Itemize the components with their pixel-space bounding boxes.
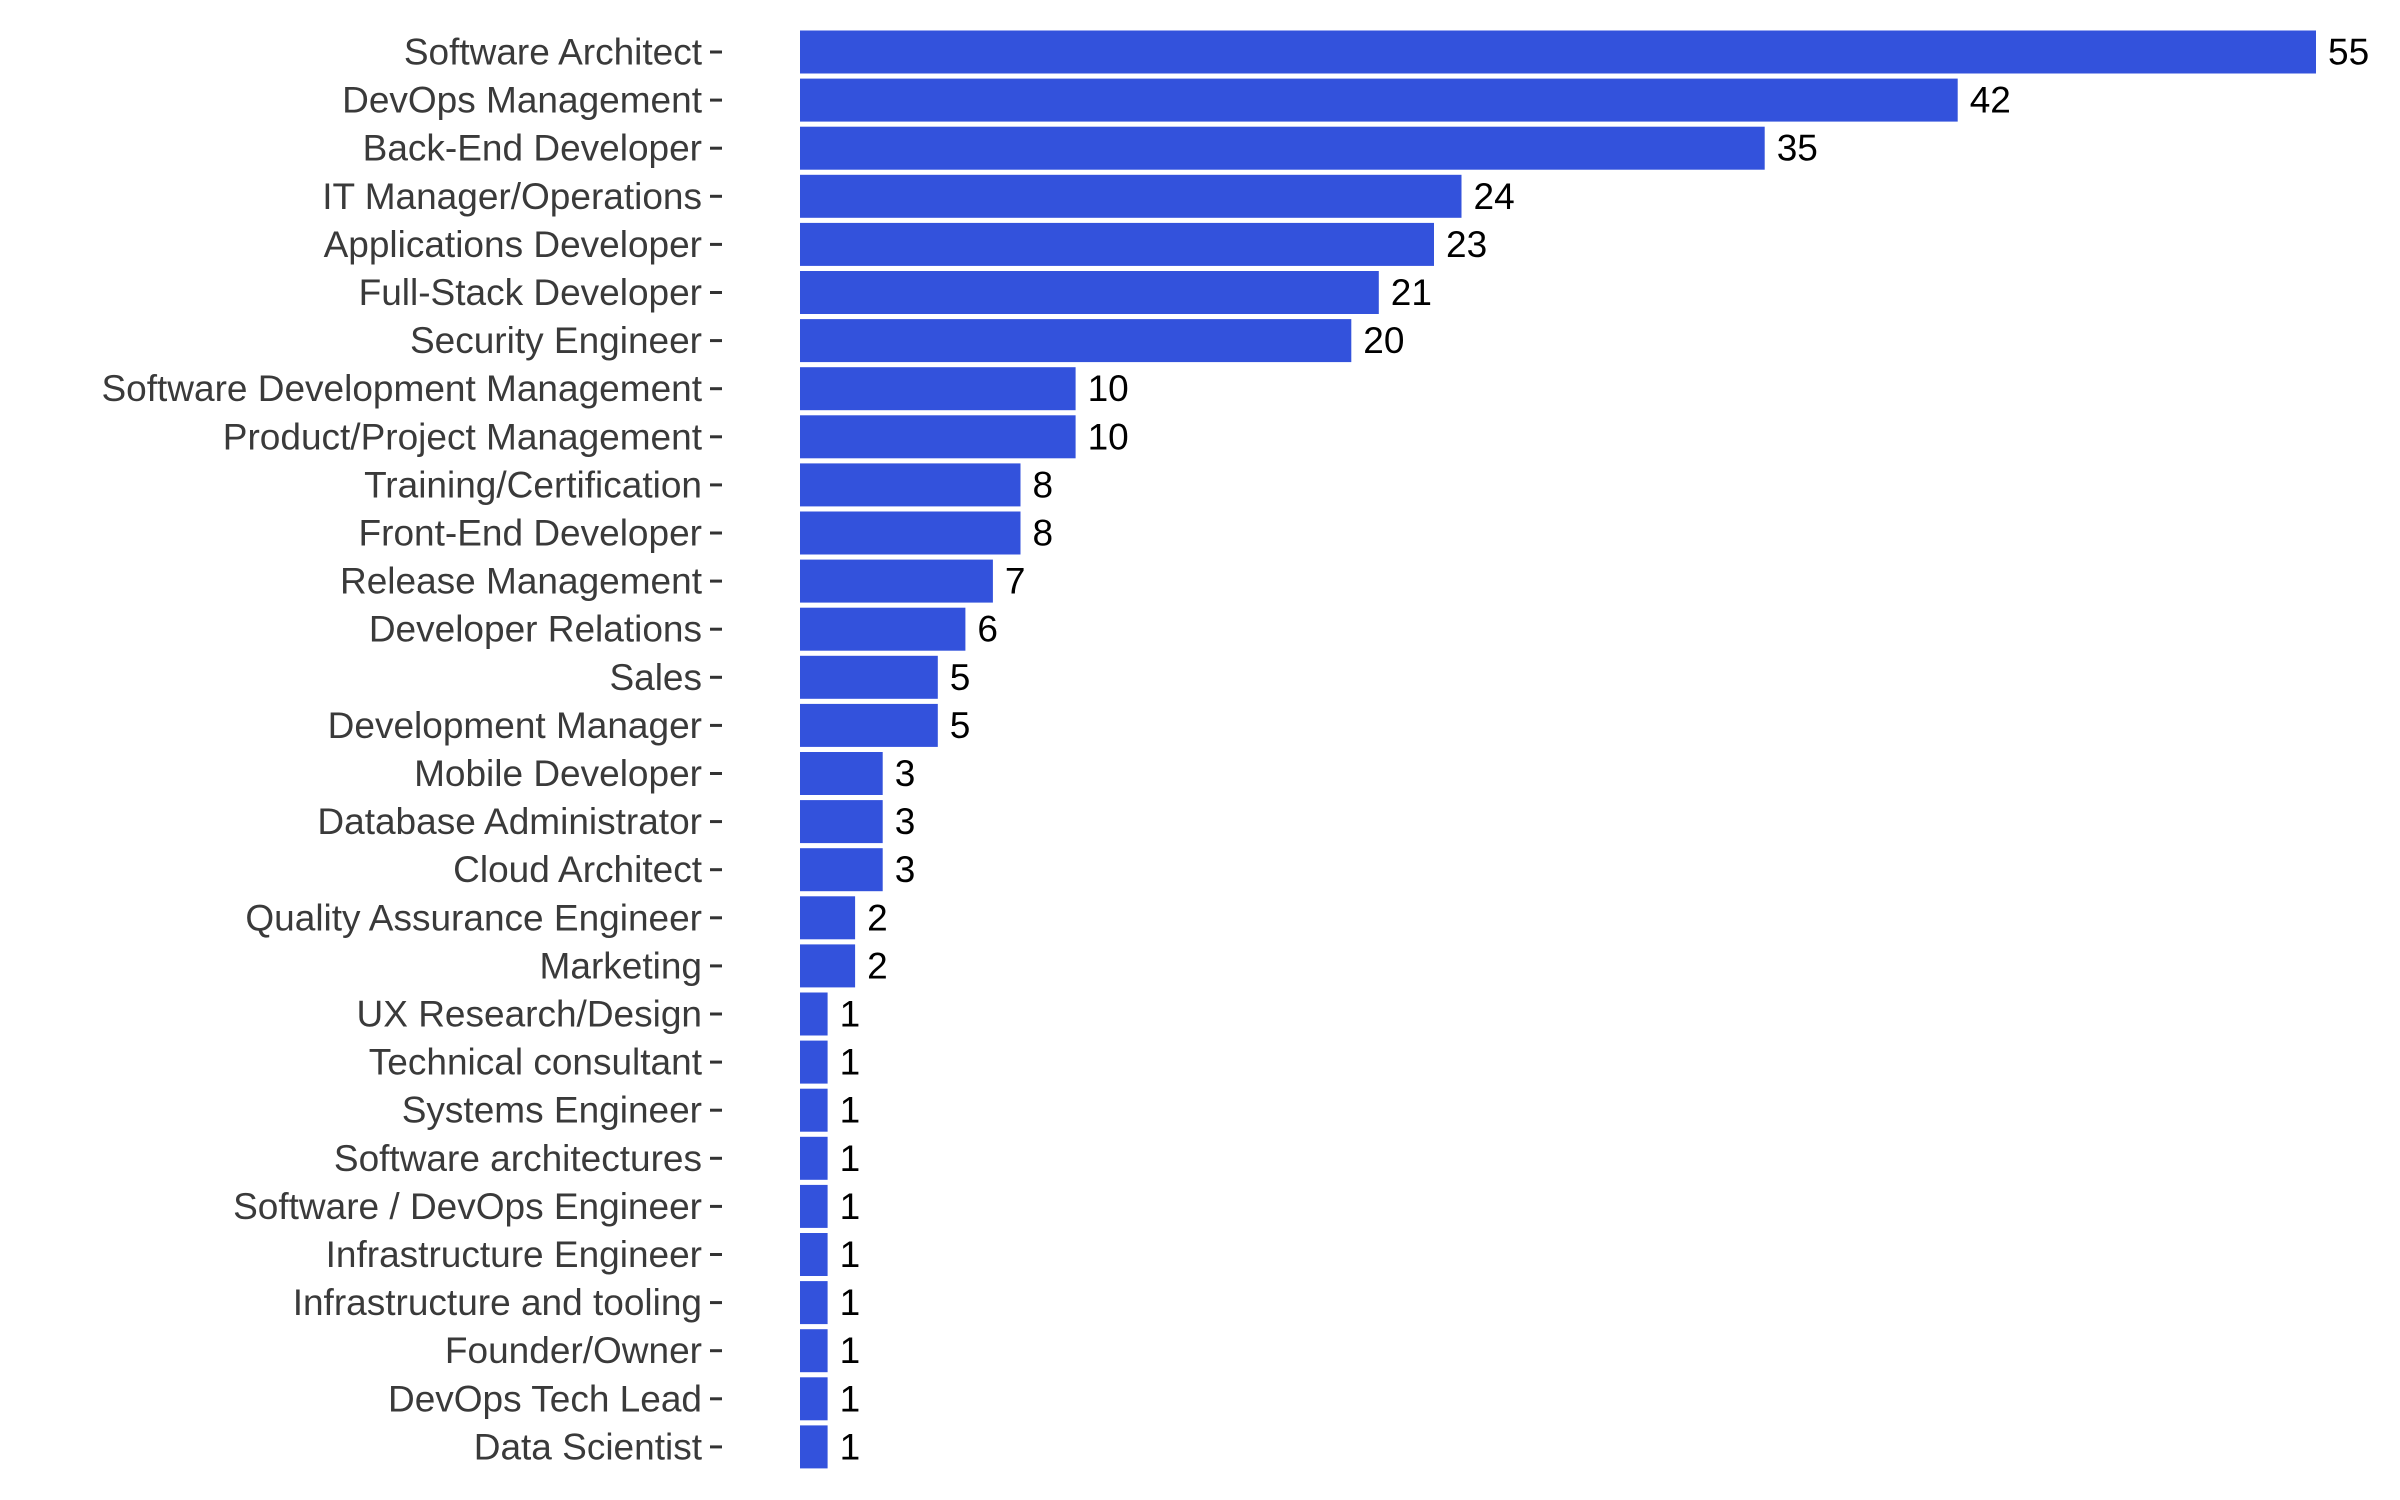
category-label: Applications Developer <box>324 224 702 265</box>
bar <box>800 655 938 699</box>
bar <box>800 78 1958 122</box>
category-label: DevOps Tech Lead <box>388 1378 702 1419</box>
category-label: Mobile Developer <box>414 753 702 794</box>
category-label: Founder/Owner <box>445 1330 702 1371</box>
value-label: 3 <box>895 753 916 794</box>
category-label: Technical consultant <box>369 1042 703 1083</box>
bar <box>800 1088 828 1132</box>
category-label: Back-End Developer <box>363 128 702 169</box>
value-label: 55 <box>2328 32 2369 73</box>
value-label: 1 <box>840 994 861 1035</box>
category-label: Product/Project Management <box>223 416 703 457</box>
category-label: Front-End Developer <box>359 513 702 554</box>
value-label: 5 <box>950 657 971 698</box>
category-label: Marketing <box>540 945 702 986</box>
bar <box>800 511 1021 555</box>
value-label: 6 <box>977 609 998 650</box>
value-label: 1 <box>840 1378 861 1419</box>
bar <box>800 607 966 651</box>
category-label: Developer Relations <box>369 609 702 650</box>
bars-layer <box>800 30 2316 1469</box>
category-label: Training/Certification <box>364 464 702 505</box>
bar <box>800 848 883 892</box>
bar <box>800 222 1434 266</box>
bar <box>800 271 1379 314</box>
value-label: 8 <box>1033 513 1054 554</box>
value-label: 3 <box>895 849 916 890</box>
category-label: Software Development Management <box>101 368 702 409</box>
value-label: 2 <box>867 945 888 986</box>
category-label: Software architectures <box>334 1138 702 1179</box>
bar <box>800 30 2316 74</box>
value-label: 8 <box>1033 464 1054 505</box>
y-axis-labels: Software Architect DevOps Management Back-… <box>101 32 702 1468</box>
category-label: Data Scientist <box>474 1426 703 1467</box>
value-label: 42 <box>1970 80 2011 121</box>
category-label: Software Architect <box>404 32 703 73</box>
bar <box>800 944 856 988</box>
value-label: 24 <box>1474 176 1515 217</box>
category-label: IT Manager/Operations <box>322 176 702 217</box>
category-label: Infrastructure and tooling <box>293 1282 702 1323</box>
bar <box>800 1329 828 1373</box>
value-label: 1 <box>840 1138 861 1179</box>
bar <box>800 415 1076 459</box>
category-label: DevOps Management <box>342 80 703 121</box>
value-label: 20 <box>1363 320 1404 361</box>
value-label: 21 <box>1391 272 1432 313</box>
category-label: Systems Engineer <box>402 1090 702 1131</box>
bar <box>800 559 993 603</box>
bar <box>800 1184 828 1228</box>
bar <box>800 1040 828 1084</box>
value-label: 1 <box>840 1186 861 1227</box>
value-label: 10 <box>1088 368 1129 409</box>
bar <box>800 126 1765 170</box>
category-label: Full-Stack Developer <box>359 272 702 313</box>
value-label: 1 <box>840 1042 861 1083</box>
category-label: Development Manager <box>328 705 702 746</box>
bar <box>800 463 1021 507</box>
bar <box>800 1233 828 1276</box>
bar <box>800 992 828 1036</box>
category-label: Cloud Architect <box>453 849 703 890</box>
value-label: 10 <box>1088 416 1129 457</box>
category-label: Quality Assurance Engineer <box>245 897 702 938</box>
value-label: 1 <box>840 1426 861 1467</box>
bar <box>800 1281 828 1325</box>
bar <box>800 752 883 795</box>
bar <box>800 1377 828 1421</box>
value-label: 7 <box>1005 561 1026 602</box>
bar <box>800 1136 828 1180</box>
bar <box>800 1425 828 1469</box>
value-label: 1 <box>840 1282 861 1323</box>
category-label: Release Management <box>340 561 703 602</box>
value-label: 2 <box>867 897 888 938</box>
category-label: UX Research/Design <box>357 994 702 1035</box>
bar <box>800 703 938 747</box>
category-label: Sales <box>609 657 702 698</box>
value-label: 23 <box>1446 224 1487 265</box>
bar <box>800 367 1076 411</box>
bar <box>800 174 1462 218</box>
value-label: 3 <box>895 801 916 842</box>
value-label: 1 <box>840 1090 861 1131</box>
category-label: Infrastructure Engineer <box>326 1234 702 1275</box>
bar <box>800 319 1352 363</box>
value-label: 35 <box>1777 128 1818 169</box>
value-label: 5 <box>950 705 971 746</box>
category-label: Security Engineer <box>410 320 702 361</box>
category-label: Database Administrator <box>317 801 702 842</box>
category-label: Software / DevOps Engineer <box>233 1186 702 1227</box>
bar <box>800 800 883 844</box>
value-label: 1 <box>840 1330 861 1371</box>
bar <box>800 896 856 940</box>
y-axis-ticks <box>710 50 722 1449</box>
value-label: 1 <box>840 1234 861 1275</box>
